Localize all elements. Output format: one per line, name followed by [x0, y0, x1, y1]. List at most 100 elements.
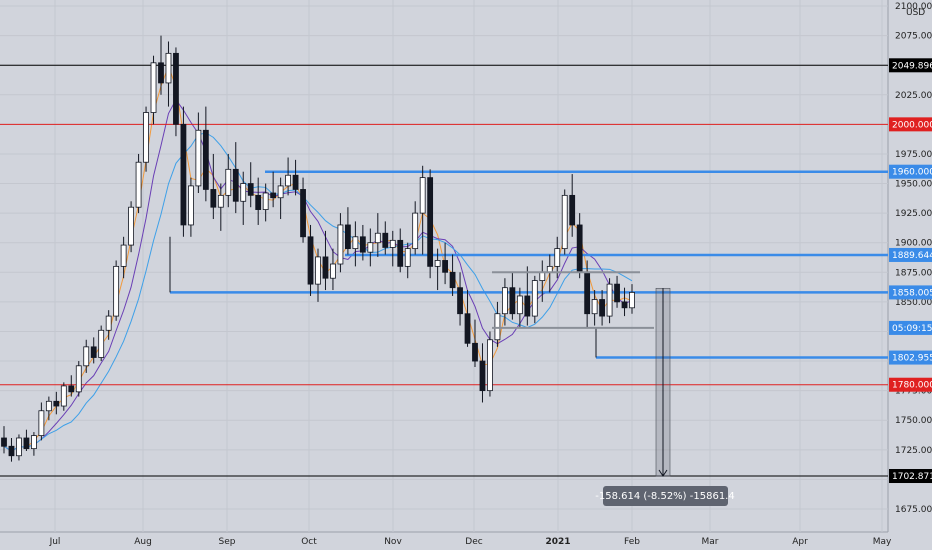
candle — [143, 106, 149, 172]
candle-body — [352, 236, 359, 250]
candle — [31, 432, 37, 456]
candle-body — [202, 129, 209, 190]
time-tick-label: May — [873, 537, 892, 547]
candle — [105, 310, 112, 340]
candle-body — [247, 183, 254, 196]
candle-body — [322, 256, 329, 279]
candle-body — [255, 194, 262, 210]
price-tick-label: 2075.000 — [895, 32, 932, 42]
time-tick-label: Mar — [702, 537, 719, 547]
candle — [262, 183, 269, 222]
candle-body — [412, 212, 419, 250]
candle-body — [419, 177, 426, 214]
candle — [98, 325, 105, 362]
candle — [427, 169, 434, 279]
candle-body — [397, 239, 404, 267]
candle-body — [330, 263, 336, 279]
candle — [1, 426, 7, 454]
candle — [135, 153, 142, 214]
time-tick-label: Feb — [624, 537, 640, 547]
candle — [210, 153, 217, 220]
candle — [516, 287, 523, 328]
candle — [83, 339, 90, 373]
candle — [359, 224, 366, 261]
candle — [367, 228, 374, 267]
candle — [217, 183, 224, 231]
candle-body — [472, 342, 478, 362]
candle-body — [404, 248, 411, 267]
price-level-label: 1960.000 — [892, 168, 932, 178]
candle — [307, 224, 314, 296]
candle-body — [494, 313, 501, 341]
candle-body — [382, 232, 389, 248]
price-level-tag — [889, 377, 932, 392]
candle — [158, 35, 164, 95]
candle-body — [75, 365, 82, 393]
candle-body — [217, 194, 224, 208]
candle — [479, 343, 486, 403]
candle — [434, 248, 441, 291]
price-level-tag — [889, 350, 932, 365]
candle-body — [31, 435, 37, 450]
candle-body — [307, 236, 314, 285]
candle-body — [90, 346, 97, 358]
candle — [315, 248, 321, 302]
candle — [442, 242, 448, 285]
price-tick-label: 1850.000 — [895, 298, 932, 308]
countdown-tag — [889, 320, 932, 335]
measure-arrowhead — [658, 469, 668, 477]
candle-body — [569, 194, 576, 226]
currency-label: USD — [906, 8, 925, 18]
time-tick-label: Nov — [384, 537, 402, 547]
candle-body — [509, 287, 516, 315]
candle — [23, 429, 30, 452]
candle — [457, 272, 463, 326]
candle-body — [337, 224, 344, 265]
candle-body — [240, 183, 247, 202]
candle-body — [561, 194, 568, 250]
candle-body — [188, 185, 194, 226]
candle-body — [105, 315, 112, 331]
candle — [255, 177, 262, 225]
time-tick-label: Jul — [49, 537, 61, 547]
candle — [60, 382, 67, 411]
candle-body — [300, 189, 306, 238]
price-level-tag — [889, 164, 932, 179]
time-tick-label: Oct — [301, 537, 317, 547]
candle-body — [479, 360, 486, 392]
candle — [68, 375, 75, 397]
measure-label: -158.614 (-8.52%) -15861.4 — [595, 491, 734, 502]
candle — [531, 275, 538, 324]
candle — [337, 213, 344, 273]
candle-body — [576, 224, 583, 273]
candle-body — [606, 283, 613, 317]
time-axis[interactable]: Jul Aug Sep Oct Nov Dec 2021 Feb Mar Apr May — [49, 537, 892, 547]
candle-body — [427, 177, 434, 267]
candle-body — [180, 123, 187, 226]
price-tick-label: 1925.000 — [895, 209, 932, 219]
candle-body — [434, 260, 441, 267]
price-tick-label: 1950.000 — [895, 180, 932, 190]
candle — [225, 153, 232, 208]
candle-body — [113, 265, 120, 317]
candle-body — [554, 248, 561, 267]
candles — [1, 35, 635, 462]
candle — [300, 177, 306, 243]
price-axis[interactable]: 1675.0001700.0001725.0001750.0001775.000… — [889, 2, 932, 515]
candle-body — [621, 301, 628, 309]
candle-body — [165, 52, 172, 84]
time-tick-label: Apr — [792, 537, 808, 547]
horizontal-levels — [0, 64, 888, 477]
candle-body — [599, 299, 605, 317]
candle — [502, 278, 508, 326]
candle-body — [150, 62, 157, 113]
candle — [45, 396, 52, 421]
candle — [173, 47, 179, 137]
candle-body — [449, 271, 456, 289]
candle-body — [158, 62, 164, 84]
candle — [113, 260, 120, 321]
candle — [591, 290, 598, 326]
candle — [247, 162, 254, 208]
candle — [53, 391, 60, 415]
